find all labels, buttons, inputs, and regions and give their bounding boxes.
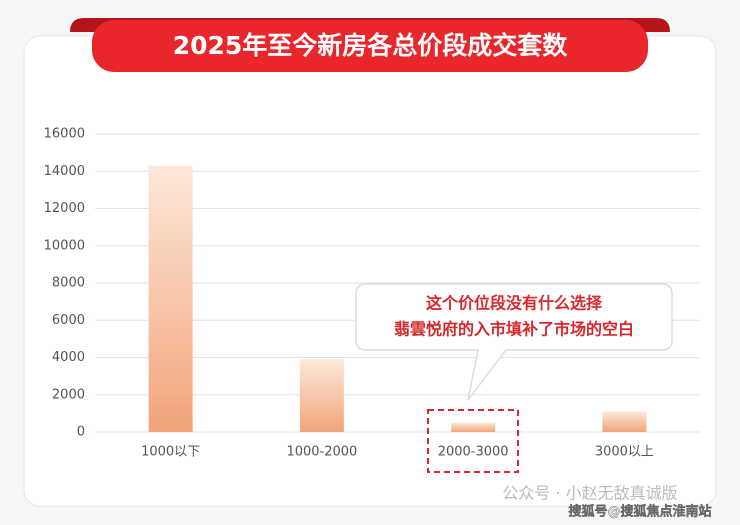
watermark: 搜狐号@搜狐焦点淮南站 xyxy=(568,504,711,520)
bar xyxy=(148,165,193,432)
annotation-line: 翡雲悦府的入市填补了市场的空白 xyxy=(394,320,634,339)
watermark: 公众号 · 小赵无敌真诚版 xyxy=(502,484,677,503)
highlight-box xyxy=(427,409,519,473)
y-tick-label: 10000 xyxy=(44,238,85,253)
y-tick-label: 12000 xyxy=(44,201,85,216)
y-tick-label: 14000 xyxy=(44,164,85,179)
y-tick-label: 2000 xyxy=(52,387,85,402)
callout xyxy=(355,283,673,401)
y-tick-label: 0 xyxy=(77,425,85,440)
y-tick-label: 6000 xyxy=(52,313,85,328)
y-tick-label: 16000 xyxy=(44,127,85,142)
x-tick-label: 3000以上 xyxy=(595,445,654,460)
card xyxy=(23,35,717,507)
x-tick-label: 1000-2000 xyxy=(286,445,357,460)
bar xyxy=(602,411,647,432)
annotation-line: 这个价位段没有什么选择 xyxy=(426,294,603,313)
y-tick-label: 4000 xyxy=(52,350,85,365)
chart-title: 2025年至今新房各总价段成交套数 xyxy=(173,31,569,60)
x-tick-label: 2000-3000 xyxy=(438,445,509,460)
x-tick-label: 1000以下 xyxy=(141,445,200,460)
title-banner xyxy=(92,20,648,72)
bar xyxy=(451,422,496,432)
bar xyxy=(299,359,344,432)
y-tick-label: 8000 xyxy=(52,276,85,291)
